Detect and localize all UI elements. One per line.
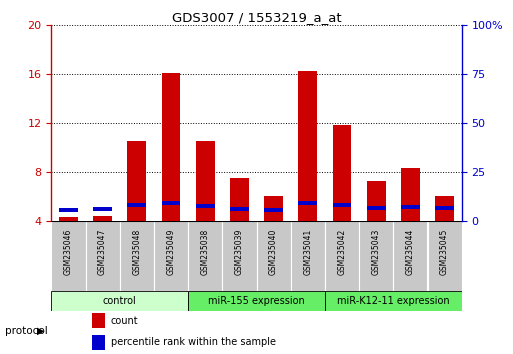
Text: GSM235039: GSM235039 (235, 229, 244, 275)
Bar (154, 221, 188, 291)
Bar (196, 204, 214, 209)
Text: ▶: ▶ (37, 326, 45, 336)
Bar (325, 221, 359, 291)
Text: percentile rank within the sample: percentile rank within the sample (111, 337, 276, 347)
Bar (359, 221, 393, 291)
Text: GSM235044: GSM235044 (406, 229, 415, 275)
Text: GSM235047: GSM235047 (98, 229, 107, 275)
Bar (299, 71, 317, 221)
Bar (393, 221, 427, 291)
Bar (93, 216, 112, 221)
Text: GSM235046: GSM235046 (64, 229, 73, 275)
Bar (435, 196, 454, 221)
Bar (92, 335, 105, 350)
Bar (299, 201, 317, 205)
Bar (435, 206, 454, 210)
Bar (230, 207, 249, 211)
Bar (162, 201, 181, 205)
Bar (367, 206, 386, 210)
Bar (51, 221, 86, 291)
Text: miR-K12-11 expression: miR-K12-11 expression (337, 296, 449, 306)
Bar (86, 221, 120, 291)
Text: GSM235041: GSM235041 (303, 229, 312, 275)
Bar (51, 291, 188, 311)
Bar (162, 73, 181, 221)
Bar (256, 221, 291, 291)
Text: GSM235049: GSM235049 (167, 229, 175, 275)
Bar (93, 207, 112, 211)
Text: count: count (111, 316, 139, 326)
Bar (188, 291, 325, 311)
Text: protocol: protocol (5, 326, 48, 336)
Bar (196, 141, 214, 221)
Bar (332, 203, 351, 207)
Text: GSM235048: GSM235048 (132, 229, 141, 275)
Bar (230, 178, 249, 221)
Title: GDS3007 / 1553219_a_at: GDS3007 / 1553219_a_at (172, 11, 341, 24)
Text: GSM235042: GSM235042 (338, 229, 346, 275)
Bar (92, 313, 105, 328)
Text: GSM235038: GSM235038 (201, 229, 210, 275)
Bar (264, 208, 283, 212)
Bar (401, 205, 420, 210)
Text: miR-155 expression: miR-155 expression (208, 296, 305, 306)
Bar (401, 168, 420, 221)
Bar (332, 125, 351, 221)
Bar (291, 221, 325, 291)
Text: GSM235045: GSM235045 (440, 229, 449, 275)
Bar (127, 203, 146, 207)
Bar (59, 217, 78, 221)
Text: GSM235043: GSM235043 (372, 229, 381, 275)
Bar (427, 221, 462, 291)
Text: GSM235040: GSM235040 (269, 229, 278, 275)
Bar (222, 221, 256, 291)
Bar (59, 208, 78, 212)
Bar (325, 291, 462, 311)
Bar (120, 221, 154, 291)
Text: control: control (103, 296, 136, 306)
Bar (188, 221, 222, 291)
Bar (264, 196, 283, 221)
Bar (127, 141, 146, 221)
Bar (367, 182, 386, 221)
